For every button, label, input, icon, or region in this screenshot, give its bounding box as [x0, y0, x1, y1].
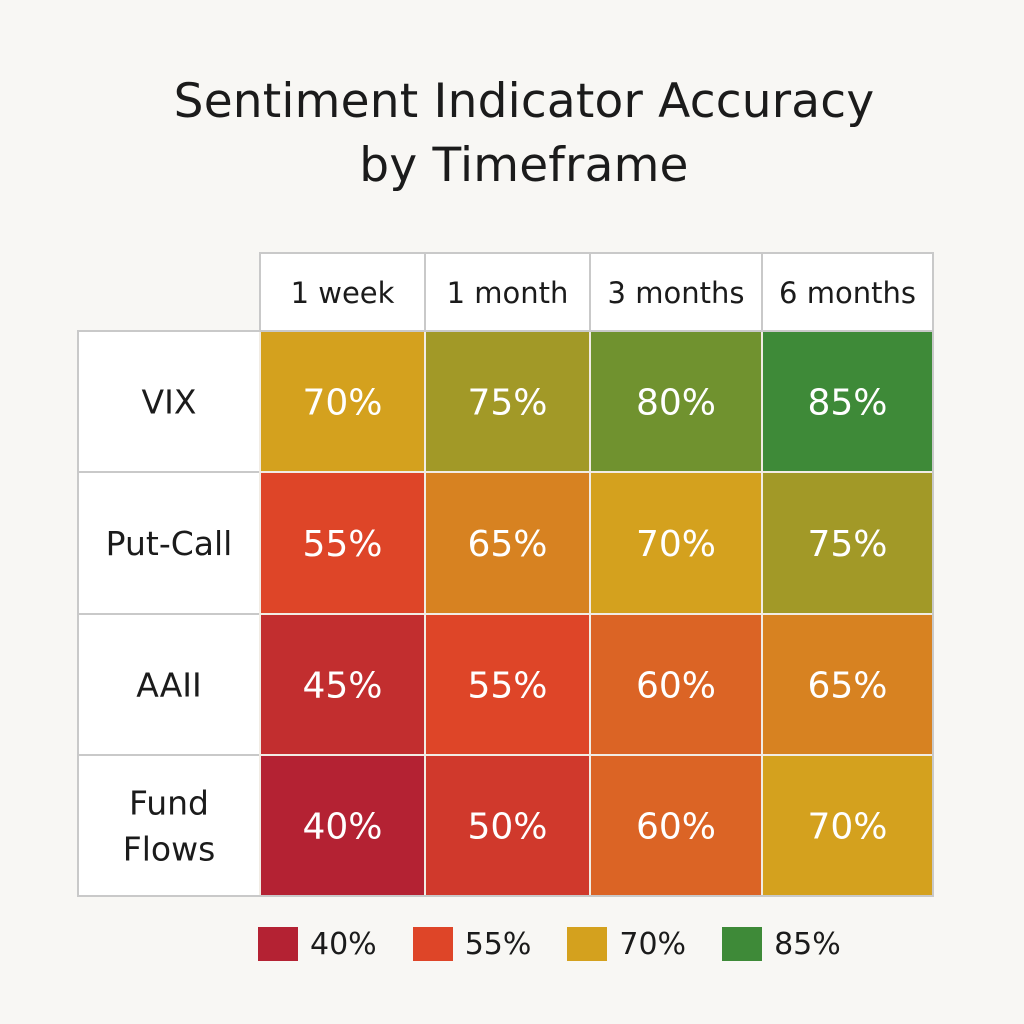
legend-swatch-70 [567, 927, 608, 961]
legend-swatch-40 [258, 927, 298, 961]
heatmap-cell-value: 75% [807, 524, 887, 565]
heatmap-cell [761, 754, 934, 897]
row-header-label: Fund [129, 784, 209, 823]
heatmap-cell [259, 330, 426, 473]
chart-title: Sentiment Indicator Accuracy by Timefram… [0, 70, 1024, 198]
heatmap-cell-value: 80% [636, 383, 716, 424]
legend-label-40: 40% [310, 926, 377, 962]
column-header-label: 6 months [779, 276, 916, 310]
heatmap-cell-value: 75% [467, 383, 547, 424]
heatmap-cell-value: 65% [467, 524, 547, 565]
heatmap-cell-value: 85% [807, 383, 887, 424]
row-header-label: VIX [142, 383, 197, 422]
heatmap-cell [259, 613, 426, 756]
heatmap-cell [761, 330, 934, 473]
legend-swatch-85 [722, 927, 763, 961]
legend-item-85: 85% [722, 927, 841, 962]
row-header-cell [77, 471, 261, 615]
heatmap-cell-value: 50% [467, 807, 547, 848]
chart-title-line-2: by Timeframe [359, 138, 689, 193]
heatmap-cell-value: 55% [467, 666, 547, 707]
heatmap-cell [589, 754, 763, 897]
heatmap-cell [259, 471, 426, 615]
heatmap-cell-value: 60% [636, 807, 716, 848]
heatmap-cell-value: 65% [807, 666, 887, 707]
heatmap-cell-value: 55% [302, 524, 382, 565]
chart-title-line-1: Sentiment Indicator Accuracy [173, 74, 875, 129]
column-header-label: 1 week [291, 276, 395, 310]
legend-item-40: 40% [258, 927, 377, 962]
heatmap-cell-value: 40% [302, 807, 382, 848]
row-header-label: Flows [123, 830, 216, 869]
legend-item-70: 70% [567, 927, 686, 962]
heatmap-cell [259, 754, 426, 897]
heatmap-cell [424, 613, 591, 756]
row-header-cell [77, 754, 261, 897]
column-header-label: 1 month [447, 276, 569, 310]
heatmap-cell-value: 60% [636, 666, 716, 707]
column-header-label: 3 months [608, 276, 745, 310]
legend-label-85: 85% [774, 926, 841, 962]
legend-label-55: 55% [464, 926, 532, 962]
heatmap-cell-value: 70% [636, 524, 716, 565]
column-header-cell [589, 252, 763, 332]
legend-label-70: 70% [619, 926, 687, 962]
heatmap-cell [424, 330, 591, 473]
heatmap-cell-value: 45% [302, 666, 382, 707]
heatmap-cell-value: 70% [807, 807, 887, 848]
grid-frame [77, 330, 934, 897]
column-header-cell [761, 252, 934, 332]
heatmap-cell-value: 70% [302, 383, 382, 424]
legend-item-55: 55% [412, 926, 532, 962]
row-header-label: AAII [136, 666, 202, 705]
heatmap-cell [424, 471, 591, 615]
row-header-cell [77, 330, 261, 473]
heatmap-cell [589, 471, 763, 615]
legend: 40% 55% 70% 85% [258, 924, 841, 964]
legend-swatch-55 [412, 927, 453, 961]
row-header-label: Put-Call [106, 524, 233, 563]
